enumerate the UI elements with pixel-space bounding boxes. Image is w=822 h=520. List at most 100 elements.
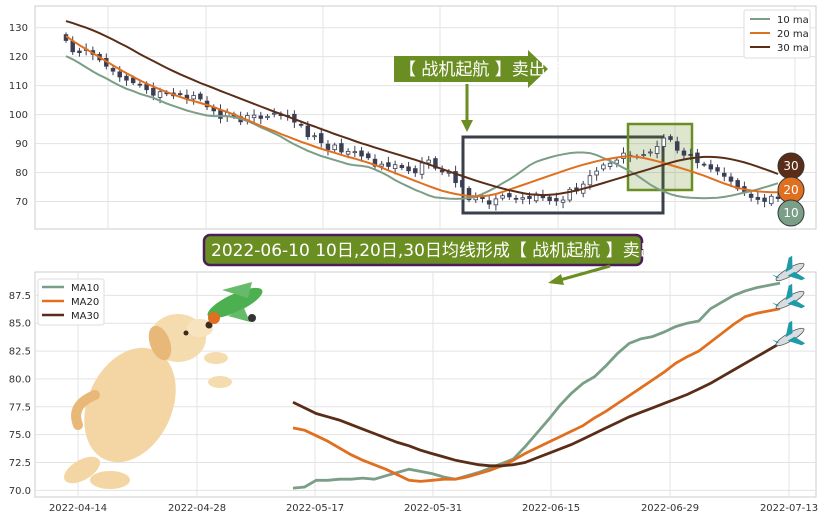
- candle-body: [453, 171, 458, 184]
- bottom-y-tick-label: 72.5: [9, 458, 31, 469]
- bottom-y-tick-label: 82.5: [9, 347, 31, 358]
- bottom-legend-ma30: MA30: [71, 311, 99, 322]
- candle-body: [359, 150, 364, 157]
- candle-body: [339, 143, 344, 153]
- annotation-down-arrow-head: [461, 120, 473, 132]
- candle-body: [319, 133, 324, 144]
- candle-body: [460, 180, 465, 188]
- jet-icon: [771, 320, 806, 347]
- title-banner: 2022-06-10 10日,20日,30日均线形成【 战机起航 】卖出点: [202, 233, 674, 285]
- bottom-y-tick-label: 70.0: [9, 486, 31, 497]
- candle-body: [332, 144, 337, 151]
- candle-body: [762, 197, 767, 202]
- candle-body: [191, 95, 196, 100]
- candle-body: [198, 93, 203, 100]
- bottom-ma20-line: [292, 307, 781, 483]
- bottom-x-tick-label: 2022-04-28: [168, 503, 226, 514]
- top-y-tick-label: 120: [9, 52, 28, 63]
- svg-text:10: 10: [783, 206, 798, 220]
- candle-body: [352, 151, 358, 154]
- bottom-x-tick-labels: 2022-04-14 2022-04-28 2022-05-17 2022-05-31…: [49, 503, 818, 514]
- candle-body: [587, 175, 593, 186]
- bottom-y-tick-label: 77.5: [9, 402, 31, 413]
- svg-text:30: 30: [783, 159, 798, 173]
- bottom-legend-ma20: MA20: [71, 297, 99, 308]
- candle-body: [325, 143, 331, 151]
- toy-plane-icon: [207, 282, 263, 324]
- candle-body: [748, 193, 754, 198]
- candle-body: [688, 154, 693, 156]
- ma-badges: 30 20 10: [777, 152, 805, 227]
- candle-body: [392, 164, 398, 170]
- jet-icon: [771, 283, 806, 310]
- candle-body: [560, 199, 566, 203]
- top-legend-20ma: 20 ma: [777, 29, 809, 40]
- candle-body: [137, 83, 143, 86]
- top-ma20-line: [65, 35, 778, 198]
- candle-body: [177, 93, 183, 96]
- top-ma-lines: [65, 20, 779, 200]
- candle-body: [567, 188, 573, 201]
- candle-body: [520, 197, 525, 200]
- candle-body: [601, 164, 606, 170]
- bottom-ma30-line: [292, 342, 781, 468]
- candle-body: [366, 153, 371, 159]
- top-y-tick-label: 130: [9, 23, 28, 34]
- candle-body: [379, 163, 384, 167]
- top-ma30-line: [65, 20, 779, 197]
- bottom-x-tick-label: 2022-04-14: [49, 503, 107, 514]
- candle-body: [419, 162, 425, 175]
- candle-body: [305, 125, 311, 138]
- bottom-x-tick-label: 2022-06-29: [641, 503, 699, 514]
- candle-body: [554, 198, 559, 202]
- candle-body: [426, 159, 431, 164]
- candle-body: [661, 137, 667, 147]
- candle-body: [500, 195, 505, 199]
- candle-body: [769, 195, 774, 205]
- candle-body: [708, 164, 714, 170]
- candle-body: [386, 162, 391, 167]
- top-y-tick-labels: 70 80 90 100 110 120 130: [9, 23, 28, 208]
- bottom-legend: MA10 MA20 MA30: [37, 278, 105, 326]
- candle-body: [701, 163, 707, 166]
- bottom-ma10-line: [292, 281, 781, 490]
- candle-body: [372, 158, 378, 167]
- candle-body: [151, 87, 156, 96]
- annotation-banner: 【 战机起航 】卖出点: [394, 50, 563, 132]
- candle-body: [406, 166, 411, 172]
- candle-body: [130, 77, 136, 84]
- candle-body: [654, 146, 660, 154]
- badge-10: [777, 199, 805, 227]
- bottom-x-tick-label: 2022-05-17: [286, 503, 344, 514]
- bottom-y-tick-label: 87.5: [9, 291, 31, 302]
- annotation-arrow-shape: [394, 50, 548, 88]
- bottom-y-tick-labels: 70.0 72.5 75.0 77.5 80.0 82.5 85.0 87.5: [9, 291, 31, 497]
- candle-body: [251, 114, 257, 119]
- annotation-label: 【 战机起航 】卖出点: [399, 60, 563, 80]
- top-ma10-line: [65, 55, 779, 200]
- candle-body: [641, 154, 646, 156]
- chart-title: 2022-06-10 10日,20日,30日均线形成【 战机起航 】卖出点: [211, 241, 674, 261]
- candle-body: [258, 115, 264, 119]
- candle-body: [755, 197, 761, 200]
- candle-body: [607, 162, 613, 167]
- candle-body: [668, 136, 673, 140]
- signal-window-box: [461, 135, 665, 215]
- candle-body: [493, 198, 499, 206]
- candle-body: [345, 150, 351, 155]
- candle-body: [433, 158, 438, 169]
- bottom-y-tick-label: 80.0: [9, 374, 31, 385]
- top-y-tick-label: 100: [9, 110, 28, 121]
- jet-icon: [771, 255, 806, 282]
- candle-body: [486, 200, 492, 205]
- candle-body: [547, 196, 552, 202]
- candle-body: [728, 176, 734, 182]
- candle-body: [614, 159, 620, 164]
- bottom-x-tick-label: 2022-07-13: [760, 503, 818, 514]
- top-y-tick-label: 110: [9, 81, 28, 92]
- puppy-illustration: [63, 314, 232, 489]
- top-y-tick-label: 70: [15, 197, 28, 208]
- bottom-y-tick-label: 85.0: [9, 319, 31, 330]
- candle-body: [117, 71, 122, 78]
